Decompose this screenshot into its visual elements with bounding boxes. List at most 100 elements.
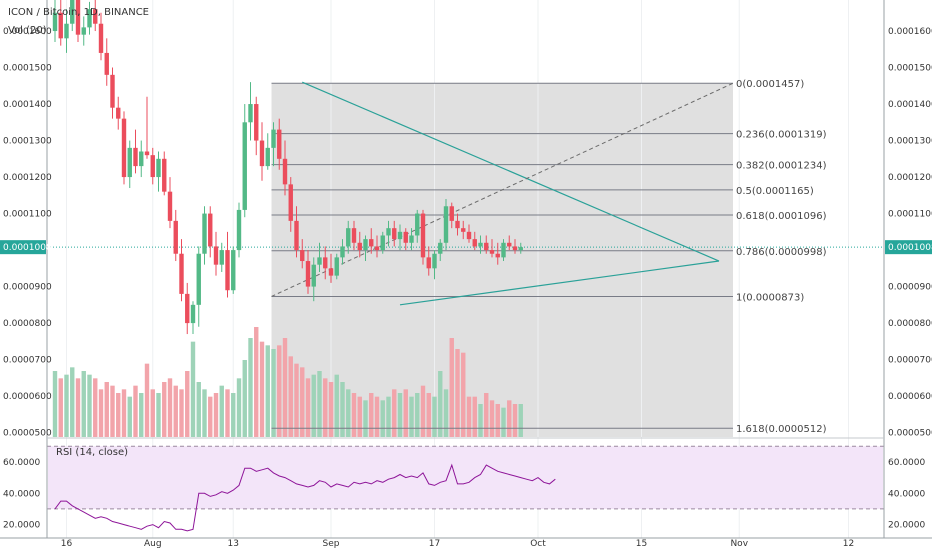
candle-body xyxy=(162,158,167,192)
candle-body xyxy=(420,213,426,258)
candle-body xyxy=(121,118,127,178)
volume-bar xyxy=(70,367,75,437)
candle-body xyxy=(259,140,265,167)
fib-level-label: 1.618(0.0000512) xyxy=(736,424,827,435)
rsi-tick-left: 20.0000 xyxy=(3,521,40,531)
candle-body xyxy=(334,257,339,276)
volume-bar xyxy=(167,378,173,437)
price-tick-right: 0.0001500 xyxy=(888,64,932,74)
trendlines[interactable] xyxy=(47,81,884,306)
candle-body xyxy=(294,220,299,251)
price-tick-left: 0.0001300 xyxy=(3,137,52,147)
candle-body xyxy=(438,242,443,254)
rsi-line xyxy=(54,463,556,532)
candle-body xyxy=(311,264,316,287)
volume-bar xyxy=(185,371,190,437)
volume-bar xyxy=(116,393,121,437)
volume-bar xyxy=(305,378,311,437)
fib-level-label: 0.236(0.0001319) xyxy=(736,130,827,141)
volume-bar xyxy=(259,341,265,437)
time-tick: Aug xyxy=(144,539,162,549)
volume-bar xyxy=(472,396,477,437)
time-tick: Nov xyxy=(730,539,748,549)
candle-body xyxy=(231,250,236,291)
rsi-tick-right: 60.0000 xyxy=(888,458,925,468)
volume-bar xyxy=(294,363,299,437)
price-tick-left: 0.0001200 xyxy=(3,173,52,183)
volume-bar xyxy=(507,400,512,437)
candle-body xyxy=(139,151,144,167)
volume-bar xyxy=(156,393,161,437)
volume-bar xyxy=(489,400,495,437)
candle-body xyxy=(208,213,213,247)
volume-bar xyxy=(300,367,305,437)
current-price-badge-left xyxy=(0,240,46,255)
volume-bar xyxy=(242,360,247,437)
volume-bar xyxy=(449,338,454,437)
current-price-badge-right xyxy=(885,240,932,255)
volume-bar xyxy=(346,389,351,437)
candle-body xyxy=(432,253,437,269)
volume-bar xyxy=(357,396,362,437)
price-tick-right: 0.0000600 xyxy=(888,392,932,402)
volume-bar xyxy=(478,404,483,437)
price-tick-right: 0.0000500 xyxy=(888,429,932,439)
candle-body xyxy=(357,242,362,251)
candle-body xyxy=(116,107,121,119)
time-tick: 16 xyxy=(61,539,73,549)
candle-body xyxy=(104,52,109,75)
fib-retracement[interactable]: 0(0.0001457) 0.236(0.0001319) 0.382(0.0001… xyxy=(271,79,827,435)
volume-bar xyxy=(52,371,58,437)
candle-body xyxy=(346,228,351,247)
candle-body xyxy=(190,304,196,324)
volume-bar xyxy=(150,389,155,437)
price-tick-right: 0.0001600 xyxy=(888,27,932,37)
candle-body xyxy=(495,253,500,258)
price-tick-right: 0.0001100 xyxy=(888,210,932,220)
volume-bar xyxy=(317,371,322,437)
candle-body xyxy=(472,239,477,247)
volume-bar xyxy=(501,407,506,437)
volume-bar xyxy=(58,378,63,437)
candle-body xyxy=(328,268,334,276)
candle-body xyxy=(507,242,512,247)
volume-bar xyxy=(248,338,253,437)
volume-bar xyxy=(363,400,368,437)
volume-bar xyxy=(87,374,92,437)
volume-bar xyxy=(139,393,144,437)
candle-body xyxy=(271,129,276,148)
volume-label: Vol (20) xyxy=(8,25,47,36)
candle-body xyxy=(305,261,311,287)
candle-body xyxy=(282,158,288,185)
candle-body xyxy=(81,27,86,35)
volume-bar xyxy=(213,393,219,437)
rsi-tick-left: 40.0000 xyxy=(3,489,40,499)
time-tick: 13 xyxy=(228,539,239,549)
candle-body xyxy=(93,9,98,24)
lower-trendline xyxy=(399,260,720,306)
candle-body xyxy=(386,228,391,236)
volume-bar xyxy=(369,393,374,437)
volume-bar xyxy=(190,341,196,437)
volume-bar xyxy=(225,389,230,437)
volume-bar xyxy=(219,385,224,437)
volume-bar xyxy=(121,389,127,437)
volume-bar xyxy=(374,396,380,437)
volume-bar xyxy=(173,385,178,437)
volume-bar xyxy=(133,385,138,437)
volume-bar xyxy=(323,378,328,437)
candle-body xyxy=(254,104,259,141)
price-tick-left: 0.0001100 xyxy=(3,210,52,220)
volume-bar xyxy=(208,396,213,437)
volume-bar xyxy=(196,382,201,437)
volume-bar xyxy=(277,345,282,437)
candle-body xyxy=(185,293,190,324)
volume-bar xyxy=(443,389,449,437)
candle-body xyxy=(351,228,357,243)
fib-zone-background xyxy=(271,83,733,437)
candle-body xyxy=(196,253,201,305)
volume-bars xyxy=(52,327,523,437)
candle-body xyxy=(58,12,63,39)
candle-body xyxy=(449,206,454,221)
